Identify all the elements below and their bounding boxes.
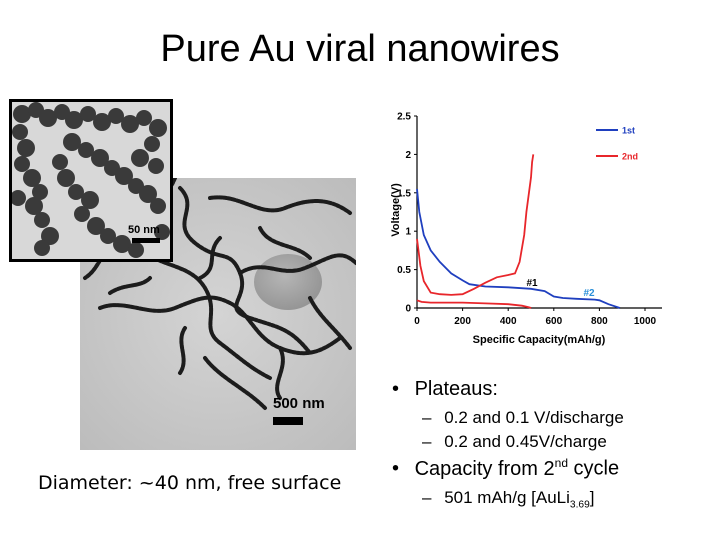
x-tick-label: 400 xyxy=(500,316,517,327)
x-axis-label: Specific Capacity(mAh/g) xyxy=(473,334,606,346)
sub-bullet-discharge: – 0.2 and 0.1 V/discharge xyxy=(422,408,624,428)
y-tick-label: 1.5 xyxy=(397,188,411,199)
slide-title: Pure Au viral nanowires xyxy=(160,28,560,70)
series-line-2nd-discharge xyxy=(416,299,532,309)
bullet-text-before: Capacity from 2 xyxy=(414,457,555,480)
tem-image-inset-graphic: 50 nm xyxy=(12,102,170,259)
x-tick-label: 0 xyxy=(414,316,420,327)
y-axis-label: Voltage(V) xyxy=(390,183,402,237)
sub-bullet-charge: – 0.2 and 0.45V/charge xyxy=(422,432,607,452)
bullet-marker: • xyxy=(392,457,400,480)
sub-bullet-text-before: 501 mAh/g [AuLi xyxy=(444,488,570,507)
sub-bullet-capacity-value: – 501 mAh/g [AuLi3.69] xyxy=(422,488,594,510)
x-tick-label: 200 xyxy=(454,316,471,327)
series-line-1st xyxy=(416,188,621,309)
sub-bullet-subscript: 3.69 xyxy=(569,499,590,511)
bullet-text-after: cycle xyxy=(568,457,620,480)
main-scale-label: 500 nm xyxy=(273,395,325,412)
y-tick-label: 0.5 xyxy=(397,265,411,276)
y-tick-label: 0 xyxy=(405,304,411,315)
tem-image-main: 500 nm xyxy=(80,178,356,450)
sub-bullet-marker: – xyxy=(422,488,432,507)
series-line-2nd xyxy=(416,154,535,296)
tem-image-main-graphic: 500 nm xyxy=(80,178,356,450)
y-tick-label: 2 xyxy=(405,150,411,161)
sub-bullet-marker: – xyxy=(422,432,432,451)
x-tick-label: 600 xyxy=(545,316,562,327)
voltage-capacity-chart: 0 200 400 600 800 1000 0 0.5 1 1.5 2 2.5 #1 #2 1st 2… xyxy=(384,100,680,358)
bullet-capacity: • Capacity from 2nd cycle xyxy=(392,456,619,481)
bullet-plateaus: • Plateaus: xyxy=(392,378,498,401)
bullet-superscript: nd xyxy=(554,456,568,470)
legend-label: 2nd xyxy=(622,152,638,162)
sub-bullet-text-after: ] xyxy=(589,488,595,507)
bullet-marker: • xyxy=(392,378,400,400)
chart-svg: 0 200 400 600 800 1000 0 0.5 1 1.5 2 2.5 #1 #2 1st 2… xyxy=(384,100,680,358)
tem-image-inset: 50 nm xyxy=(9,99,173,262)
curve-label-1: #1 xyxy=(526,278,538,289)
image-caption: Diameter: ~40 nm, free surface xyxy=(38,472,342,494)
inset-scale-label: 50 nm xyxy=(128,224,160,236)
bullet-text: Plateaus: xyxy=(414,378,498,400)
x-tick-label: 1000 xyxy=(634,316,657,327)
curve-label-2: #2 xyxy=(583,288,595,299)
y-tick-label: 1 xyxy=(405,227,411,238)
legend-label: 1st xyxy=(622,126,635,136)
sub-bullet-marker: – xyxy=(422,408,432,427)
y-tick-label: 2.5 xyxy=(397,112,411,123)
sub-bullet-text: 0.2 and 0.1 V/discharge xyxy=(444,408,624,427)
sub-bullet-text: 0.2 and 0.45V/charge xyxy=(444,432,607,451)
x-tick-label: 800 xyxy=(591,316,608,327)
